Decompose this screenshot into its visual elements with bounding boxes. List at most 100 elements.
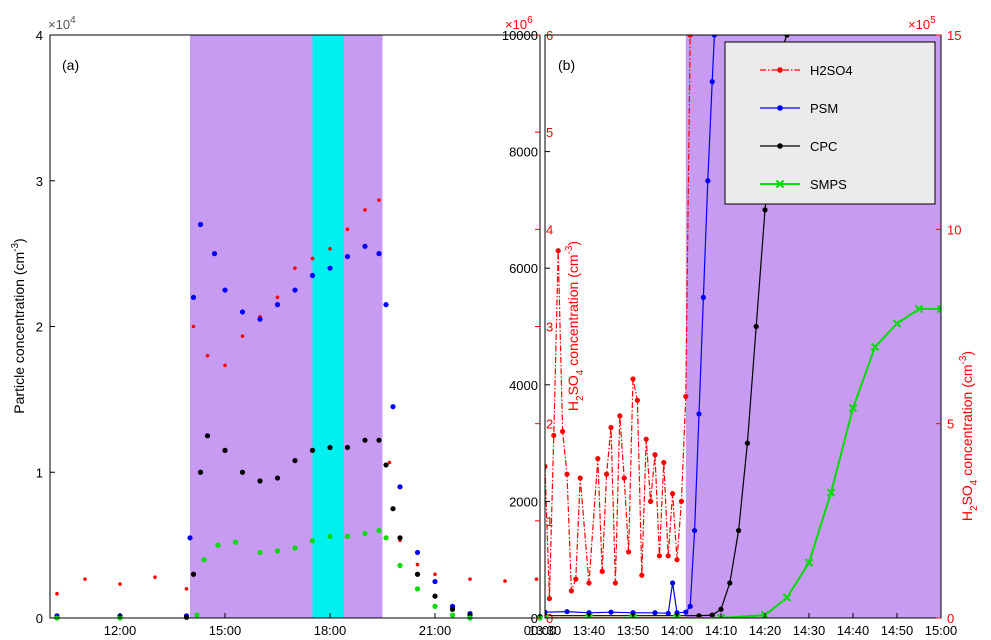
data-point (727, 580, 733, 586)
data-point (344, 533, 351, 539)
x-tick-label: 00:00 (524, 623, 557, 638)
data-point (546, 595, 553, 602)
data-point (239, 469, 246, 475)
data-point (683, 609, 689, 615)
data-point (782, 593, 792, 602)
y-tick-label-left: 2000 (509, 494, 538, 509)
data-point (634, 397, 641, 403)
data-point (709, 79, 715, 85)
data-point (683, 393, 689, 400)
data-point (183, 614, 190, 620)
data-point (670, 491, 676, 497)
data-point (652, 452, 658, 458)
right-multiplier-a: ×106 (505, 15, 533, 32)
data-point (661, 459, 667, 466)
data-point (415, 562, 420, 567)
data-point (503, 579, 507, 583)
data-point (630, 376, 636, 382)
data-point (826, 488, 836, 497)
data-point (711, 35, 717, 38)
data-point (275, 295, 280, 300)
y-tick-label-left: 4000 (509, 378, 538, 393)
data-point (736, 527, 742, 534)
data-point (118, 582, 122, 586)
data-point (211, 251, 218, 257)
data-point (617, 413, 623, 419)
data-point (551, 432, 557, 438)
ylabel-left-a: Particle concentration (cm-3) (10, 238, 27, 413)
data-point (223, 363, 227, 368)
data-point (648, 498, 654, 504)
data-point (643, 436, 649, 442)
data-point (190, 571, 197, 577)
data-point (327, 444, 333, 451)
data-point (753, 323, 759, 330)
data-point (936, 304, 941, 314)
data-point (432, 578, 438, 585)
legend-label: PSM (810, 101, 838, 116)
legend-label: H2SO4 (810, 63, 853, 78)
ylabel-right-a: H2SO4 concentration (cm-3) (564, 241, 586, 411)
legend-item: CPC (760, 139, 837, 154)
x-tick-label: 14:20 (749, 623, 782, 638)
data-point (274, 475, 281, 481)
data-point (344, 253, 351, 260)
data-point (449, 606, 456, 612)
legend-marker (775, 179, 785, 189)
data-point (568, 588, 575, 594)
data-point (83, 577, 87, 581)
data-point (433, 572, 437, 577)
data-point (564, 608, 570, 615)
data-point (310, 256, 315, 261)
data-point (292, 457, 298, 464)
data-point (390, 404, 396, 410)
data-point (716, 613, 726, 618)
data-point (362, 530, 368, 537)
legend-marker (777, 143, 783, 149)
data-point (914, 304, 924, 314)
data-point (652, 610, 658, 616)
data-point (545, 463, 548, 470)
data-point (194, 612, 200, 618)
data-point (804, 558, 814, 567)
data-point (584, 613, 594, 618)
data-point (692, 527, 698, 534)
data-series (54, 198, 543, 621)
data-point (612, 580, 619, 586)
data-point (309, 538, 316, 544)
x-tick-label: 13:30 (529, 623, 562, 638)
data-point (232, 539, 239, 545)
data-point (665, 553, 671, 559)
legend-box (724, 41, 936, 205)
data-point (377, 198, 381, 202)
data-point (239, 309, 246, 315)
data-point (197, 221, 204, 228)
data-point (577, 475, 583, 481)
legend-item: PSM (760, 101, 838, 116)
shaded-regions (190, 35, 383, 618)
data-point (274, 302, 281, 308)
data-point (687, 603, 693, 609)
data-point (222, 287, 228, 293)
data-point (608, 609, 614, 615)
data-point (564, 471, 570, 477)
data-point (718, 606, 724, 612)
data-point (274, 548, 281, 554)
data-point (55, 591, 59, 596)
data-point (201, 557, 207, 563)
panel-label-a: (a) (62, 57, 79, 73)
data-point (390, 506, 396, 512)
x-tick-label: 18:00 (314, 623, 347, 638)
y-tick-label-left: 10000 (502, 28, 538, 43)
data-point (678, 498, 685, 504)
data-point (449, 612, 456, 618)
left-multiplier-a: ×104 (48, 15, 76, 32)
data-point (240, 334, 245, 339)
data-point (414, 571, 421, 577)
data-point (700, 294, 707, 300)
shaded-region (190, 35, 383, 618)
data-point (376, 437, 382, 443)
shaded-region (312, 35, 344, 618)
data-point (292, 545, 298, 551)
data-point (468, 577, 472, 581)
